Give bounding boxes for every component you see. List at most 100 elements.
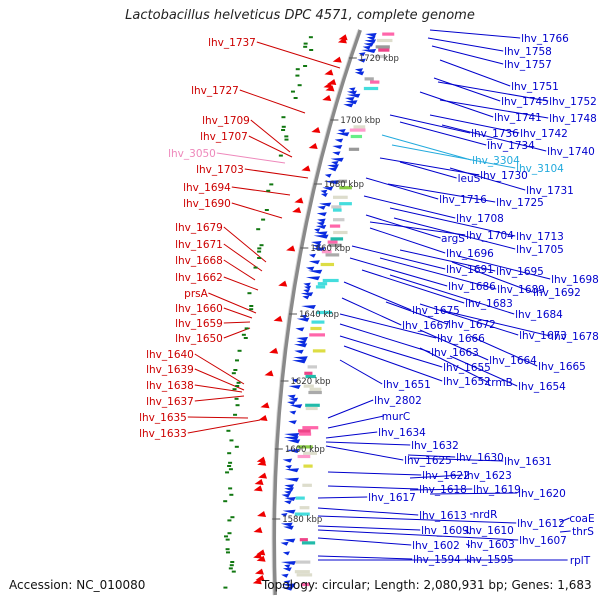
leader-line [389, 274, 515, 315]
tick-mark [293, 97, 298, 99]
tick-mark [297, 84, 302, 87]
gene-label-right: lhv_1634 [378, 427, 426, 439]
cog-block [298, 429, 311, 433]
gene-label-right: thrS [572, 526, 594, 538]
tick-mark [231, 372, 236, 375]
leader-line [433, 77, 501, 102]
gene-label-right: lhv_1613 [419, 510, 467, 522]
gene-arrow-minus [296, 340, 307, 345]
gene-arrow-minus [293, 343, 308, 348]
gene-arrow-minus [300, 292, 314, 297]
gene-label-right: lhv_1705 [516, 244, 564, 256]
tick-mark [266, 189, 271, 192]
gene-label-left: lhv_1690 [183, 198, 231, 210]
leader-line [244, 168, 309, 179]
gene-label-right: lhv_1667 [402, 320, 450, 332]
backbone-arc [272, 29, 362, 596]
leader-line [429, 29, 521, 39]
leader-line [256, 41, 341, 69]
tick-mark [228, 461, 233, 464]
cog-block [375, 45, 390, 49]
gene-label-right: lhv_1725 [496, 197, 544, 209]
gene-label-left: lhv_1668 [175, 255, 223, 267]
gene-arrow-minus [289, 410, 297, 415]
gene-label-right: lhv_1665 [538, 361, 586, 373]
leader-line [208, 292, 257, 314]
gene-arrow-minus [284, 497, 296, 501]
gene-arrow-plus [273, 315, 283, 322]
cog-block [316, 310, 332, 315]
tick-mark [228, 468, 233, 471]
gene-label-right: leuS [458, 173, 481, 185]
gene-label-right: lhv_1751 [511, 81, 559, 93]
cog-block [328, 243, 342, 247]
cog-block [299, 538, 308, 542]
gene-label-right: murC [382, 411, 411, 423]
tick-mark [227, 452, 232, 455]
tick-mark [284, 138, 289, 141]
leader-line [187, 419, 261, 434]
tick-mark [244, 327, 249, 330]
cog-block [321, 250, 332, 254]
gene-arrow-minus [280, 561, 297, 565]
gene-arrow-minus [283, 500, 292, 505]
accession-text: Accession: NC_010080 [9, 578, 146, 592]
leader-line [223, 259, 256, 281]
leader-line [387, 183, 496, 203]
tick-mark [278, 154, 283, 157]
gene-arrow-minus [281, 493, 291, 498]
gene-label-right: lhv_1741 [494, 112, 542, 124]
gene-label-right: lhv_1752 [549, 96, 597, 108]
gene-arrow-plus [257, 511, 267, 517]
leader-line [365, 177, 439, 200]
gene-arrow-minus [283, 538, 296, 543]
gene-arrow-minus [304, 285, 312, 290]
cog-block [312, 349, 326, 353]
gene-arrow-minus [283, 525, 294, 530]
leader-line [327, 471, 422, 476]
gene-arrow-minus [317, 205, 326, 210]
gene-arrow-minus [348, 87, 356, 92]
gene-arrow-minus [324, 180, 339, 185]
gene-arrow-plus [286, 245, 296, 252]
gene-label-left: lhv_1659 [175, 318, 223, 330]
gene-arrow-minus [282, 509, 296, 514]
cog-block [297, 454, 311, 459]
tick-mark [228, 567, 233, 570]
leader-line [317, 515, 517, 524]
scale-label: 1700 kbp [340, 116, 380, 126]
leader-line [343, 345, 443, 382]
gene-label-left: lhv_1703 [196, 164, 244, 176]
gene-arrow-plus [332, 56, 342, 63]
gene-label-right: lhv_1617 [368, 492, 416, 504]
leader-line [343, 281, 412, 311]
gene-label-left: lhv_1709 [202, 115, 250, 127]
gene-arrow-minus [291, 378, 299, 383]
leader-line [239, 89, 306, 114]
gene-label-right: lhv_1623 [464, 470, 512, 482]
gene-arrow-minus [311, 241, 322, 245]
gene-arrow-minus [314, 231, 328, 236]
scale-label: 1600 kbp [285, 445, 325, 455]
leader-line [469, 335, 538, 367]
cog-block [330, 237, 344, 241]
gene-arrow-minus [289, 404, 303, 409]
gene-label-right: lhv_1631 [504, 456, 552, 468]
gene-label-right: lhv_1731 [526, 185, 574, 197]
leader-line [409, 457, 504, 462]
gene-arrow-minus [332, 151, 341, 156]
gene-label-right: lhv_1610 [466, 525, 514, 537]
gene-arrow-minus [358, 52, 366, 57]
leader-line [385, 301, 448, 325]
gene-arrow-minus [357, 58, 366, 63]
gene-arrow-minus [327, 167, 338, 172]
leader-line [399, 161, 457, 179]
cog-block [348, 147, 360, 151]
gene-arrow-minus [284, 433, 300, 437]
gene-label-right: lhv_1651 [383, 379, 431, 391]
gene-arrow-plus [258, 472, 268, 479]
gene-label-right: lhv_1684 [515, 309, 563, 321]
leader-line [317, 537, 412, 546]
cog-block [353, 125, 366, 129]
gene-arrow-minus [280, 522, 293, 527]
